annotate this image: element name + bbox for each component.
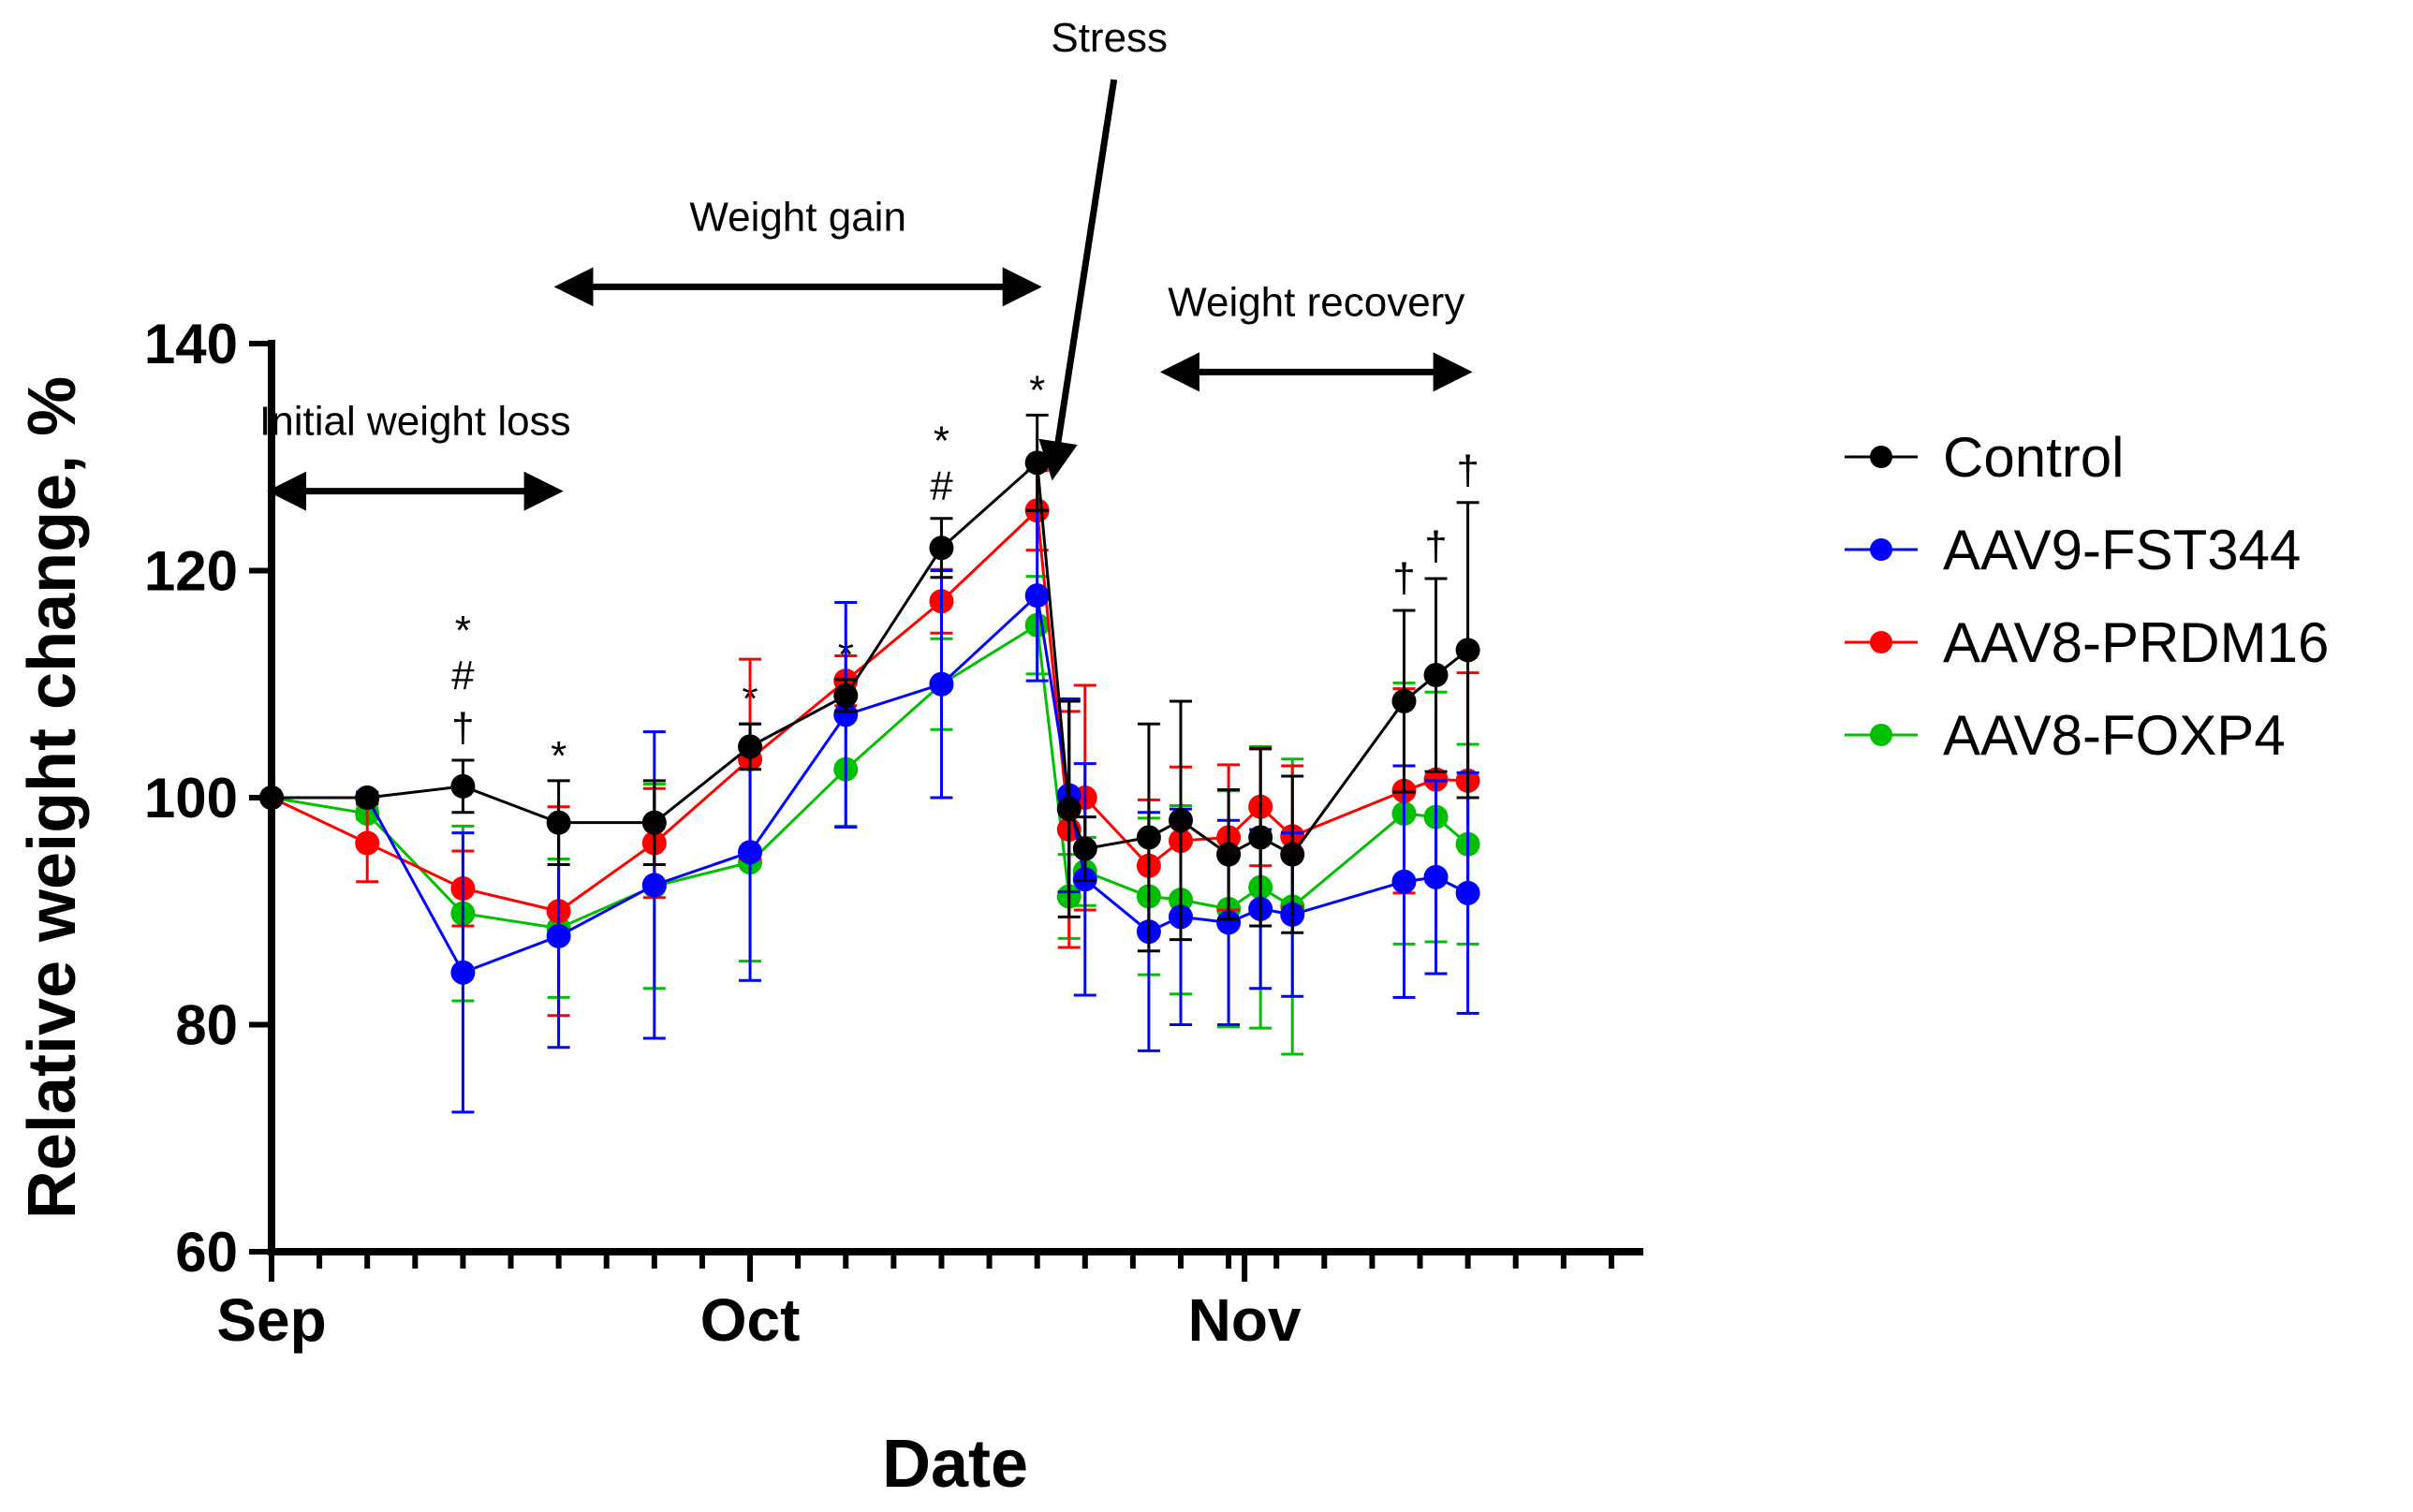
legend-marker: [1870, 446, 1892, 468]
significance-marker: *: [551, 733, 566, 779]
data-point: [1168, 808, 1193, 833]
significance-marker: †: [1456, 448, 1479, 493]
data-point: [259, 785, 284, 810]
data-point: [1216, 910, 1242, 935]
annotation-label: Weight gain: [689, 194, 906, 240]
data-point: [1216, 842, 1242, 867]
legend-label: AAV8-PRDM16: [1943, 611, 2329, 674]
annotation-label: Weight recovery: [1168, 279, 1464, 325]
data-point: [1391, 688, 1417, 713]
data-point: [738, 840, 763, 865]
y-tick-label: 100: [144, 767, 238, 829]
data-point: [833, 702, 859, 727]
data-point: [1248, 825, 1273, 850]
significance-marker: *: [455, 608, 471, 653]
y-tick-label: 140: [144, 313, 238, 375]
legend-marker: [1870, 724, 1892, 746]
data-point: [546, 923, 571, 948]
significance-marker: #: [451, 653, 475, 698]
significance-marker: †: [451, 705, 474, 751]
significance-marker: *: [1029, 367, 1045, 413]
legend-label: AAV9-FST344: [1943, 519, 2301, 581]
x-tick-label: Oct: [700, 1286, 801, 1354]
legend-label: AAV8-FOXP4: [1943, 704, 2286, 767]
y-axis-title: Relative weight change, %: [15, 376, 90, 1219]
data-point: [1455, 638, 1480, 663]
x-tick-label: Sep: [216, 1286, 326, 1354]
x-axis-title: Date: [882, 1427, 1028, 1502]
data-point: [1024, 450, 1050, 476]
y-tick-label: 60: [175, 1221, 238, 1284]
data-point: [355, 785, 380, 810]
data-point: [355, 830, 380, 856]
series-Control: [259, 413, 1480, 953]
data-point: [450, 773, 476, 799]
data-point: [833, 683, 859, 708]
data-point: [929, 536, 954, 561]
x-tick-label: Nov: [1188, 1286, 1302, 1354]
series-AAV8-FOXP4: [259, 575, 1480, 1056]
significance-marker: *: [934, 418, 949, 464]
data-point: [1280, 842, 1305, 867]
data-point: [546, 810, 571, 835]
legend-marker: [1870, 538, 1892, 561]
y-tick-label: 120: [144, 540, 238, 603]
stress-arrow: [1038, 79, 1118, 481]
data-point: [1423, 864, 1449, 889]
significance-marker: #: [930, 463, 953, 509]
data-point: [1024, 583, 1050, 609]
data-point: [450, 960, 476, 985]
data-point: [929, 671, 954, 697]
legend-label: Control: [1943, 426, 2124, 489]
stress-label: Stress: [1051, 15, 1168, 61]
data-point: [1072, 836, 1097, 861]
annotation-label: Initial weight loss: [259, 399, 571, 445]
data-point: [1056, 797, 1081, 822]
data-point: [1423, 663, 1449, 688]
series-AAV9-FST344: [259, 508, 1480, 1114]
legend-marker: [1870, 631, 1892, 653]
y-tick-label: 80: [175, 994, 238, 1057]
data-point: [1136, 825, 1161, 850]
data-point: [641, 873, 667, 898]
significance-marker: †: [1424, 523, 1447, 569]
data-point: [641, 810, 667, 835]
data-point: [738, 734, 763, 759]
significance-marker: †: [1392, 555, 1415, 601]
data-point: [1391, 869, 1417, 894]
data-point: [1455, 880, 1480, 905]
